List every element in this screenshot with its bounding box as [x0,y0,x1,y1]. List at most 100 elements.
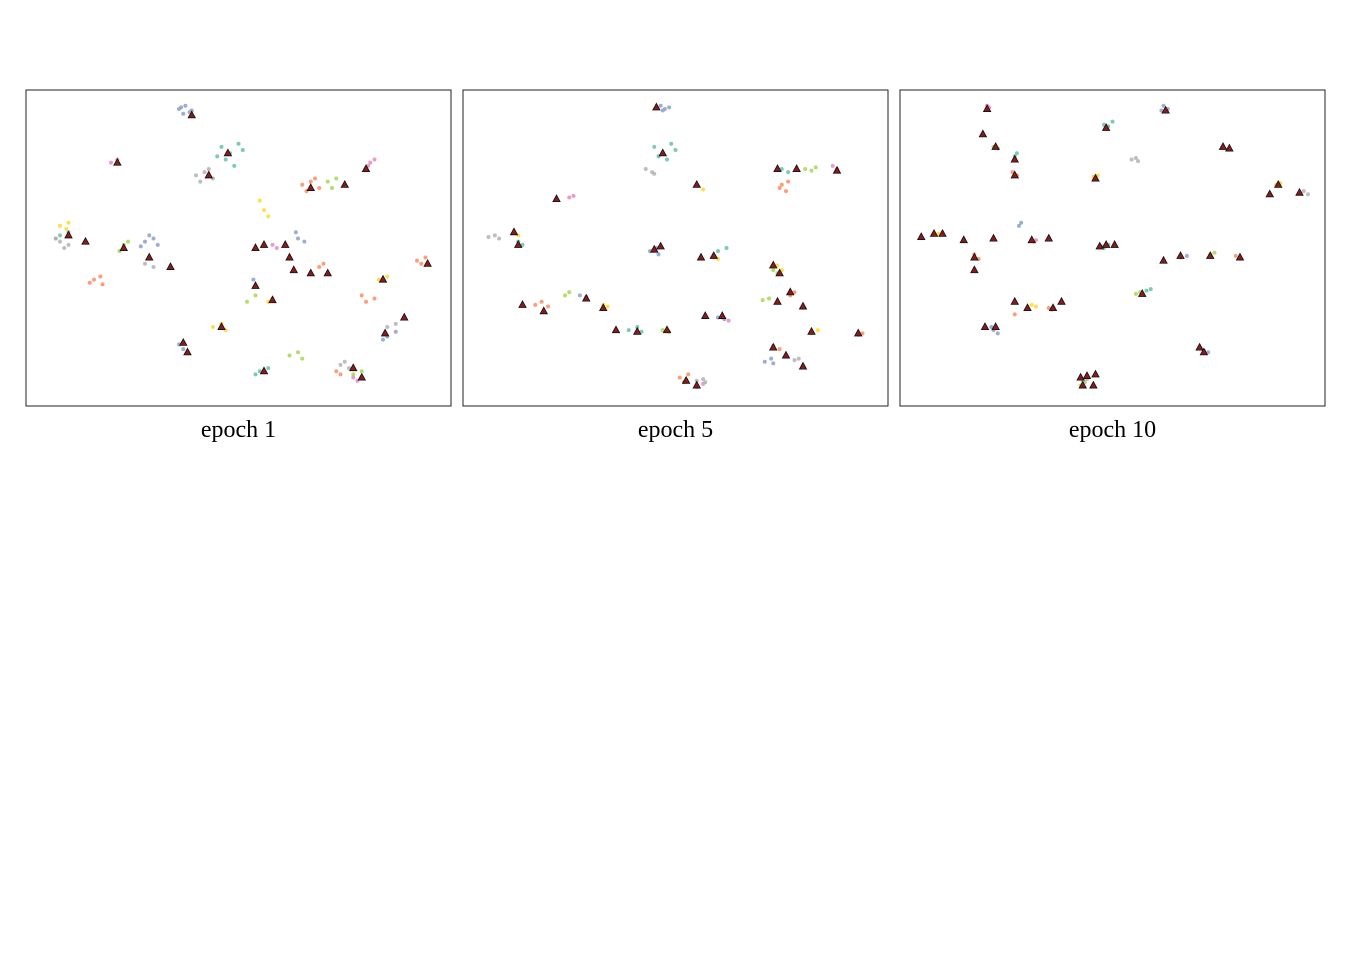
point [300,356,305,361]
prototype-marker [798,361,808,370]
prototype-marker [649,244,659,253]
point [779,182,784,187]
point [53,236,58,241]
prototype-marker [1048,303,1058,312]
point [786,170,791,175]
panel-caption: epoch 1 [201,417,276,443]
point [1159,108,1164,113]
point [296,350,300,355]
point [673,148,678,153]
point [143,239,147,244]
point [1014,151,1019,156]
point [767,296,771,301]
point [639,329,644,334]
prototype-marker [1091,369,1100,378]
prototype-marker [378,274,388,283]
prototype-marker [662,325,672,334]
prototype-marker [1010,296,1020,305]
prototype-marker [1161,105,1170,114]
prototype-marker [781,350,791,359]
point [351,375,356,380]
prototype-marker [509,227,519,236]
point [334,369,339,374]
point [58,233,62,238]
point [198,179,203,184]
panel: epoch 1 [25,89,452,443]
point [760,298,765,303]
point [815,328,820,333]
point [364,299,368,304]
prototype-marker [340,179,350,188]
point [769,356,774,361]
prototype-marker [1082,371,1092,379]
prototype-marker [798,301,808,310]
point [1017,223,1021,228]
prototype-marker [251,281,260,289]
prototype-marker [144,252,154,261]
point [1184,253,1189,258]
point [236,141,241,146]
prototype-marker [970,265,979,274]
prototype-marker [113,157,122,166]
point [567,195,572,200]
prototype-marker [513,240,523,248]
prototype-marker [768,342,778,351]
point [300,182,305,187]
prototype-marker [832,165,842,174]
point [784,189,788,194]
point [771,268,776,273]
point [771,361,776,366]
prototype-marker [289,265,299,274]
prototype-marker [1078,380,1088,389]
point [1034,304,1038,309]
point [1019,220,1024,225]
prototype-marker [1101,123,1111,131]
prototype-marker [348,363,358,372]
point [667,105,672,110]
point [194,173,198,178]
point [151,236,156,241]
point [317,264,322,269]
point [762,359,767,364]
prototype-marker [1027,235,1037,244]
point [317,185,322,190]
point [716,249,720,254]
prototype-marker [380,328,390,337]
point [368,160,373,165]
point [151,264,156,269]
point [376,277,381,282]
prototype-marker [1089,380,1098,389]
plot-frame [899,89,1326,407]
point [58,223,62,228]
prototype-marker [959,235,969,244]
prototype-marker [692,380,702,389]
plot-frame [462,89,889,407]
prototype-marker [773,164,782,173]
point [703,380,708,385]
point [183,103,188,108]
point [777,185,782,190]
point [181,111,186,116]
point [143,261,147,266]
prototype-marker [970,252,979,261]
prototype-marker [980,322,990,331]
point [211,325,215,329]
point [100,282,105,287]
prototype-marker [223,148,233,157]
point [262,208,266,213]
point [497,236,502,241]
prototype-marker [978,129,988,138]
point [995,331,1000,336]
point [330,185,334,190]
prototype-marker [652,102,661,111]
point [605,304,610,309]
point [1034,238,1038,243]
prototype-marker [361,164,371,173]
prototype-marker [696,252,706,261]
point [334,176,339,181]
prototype-marker [399,312,409,321]
point [325,179,330,184]
point [92,277,96,282]
point [87,280,92,285]
point [206,167,211,171]
